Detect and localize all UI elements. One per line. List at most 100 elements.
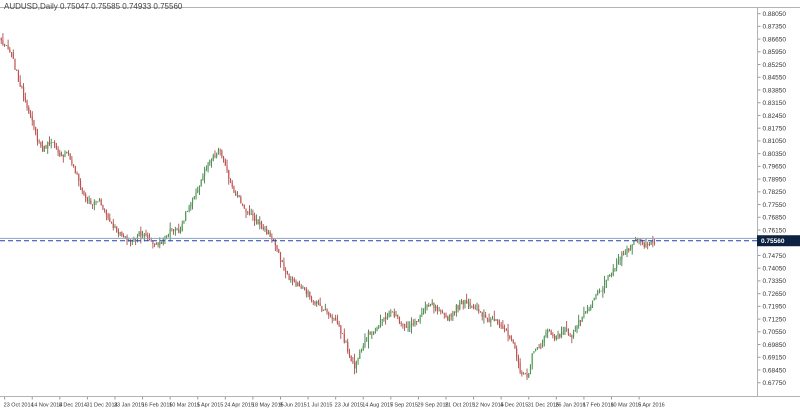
candle: [29, 113, 32, 116]
candle: [314, 301, 316, 305]
candle: [548, 330, 551, 332]
x-axis-label: 24 Apr 2015: [224, 403, 254, 409]
candle: [81, 187, 83, 191]
candle: [529, 364, 532, 374]
candle: [12, 52, 14, 59]
candle: [602, 288, 604, 292]
candle: [616, 261, 618, 269]
y-axis-label: 0.72650: [763, 291, 787, 298]
candle: [640, 239, 642, 241]
candle: [598, 290, 601, 292]
candle: [281, 260, 283, 263]
y-axis-label: 0.69150: [763, 355, 787, 362]
candle: [267, 231, 270, 235]
candle: [390, 311, 392, 313]
candle: [633, 240, 635, 245]
candle: [362, 346, 364, 350]
x-axis-label: 18 May 2015: [252, 403, 284, 409]
candle: [333, 317, 335, 319]
candle: [385, 317, 387, 319]
candle: [641, 240, 644, 243]
candle: [626, 248, 628, 254]
candle: [229, 178, 232, 183]
y-axis-label: 0.85950: [763, 49, 787, 56]
candle: [345, 342, 347, 343]
candle: [171, 228, 173, 230]
candle: [26, 100, 28, 108]
candle: [181, 223, 183, 231]
candle: [21, 86, 23, 88]
candle: [164, 236, 166, 238]
candle: [102, 205, 104, 210]
y-axis-label: 0.74750: [763, 253, 787, 260]
candle: [331, 316, 333, 319]
candle: [460, 301, 463, 303]
x-axis-label: 14 Aug 2015: [362, 403, 393, 409]
candle: [352, 361, 354, 363]
candle: [609, 275, 611, 277]
candle: [166, 235, 168, 237]
candle: [569, 334, 571, 336]
candle: [364, 340, 366, 347]
candle: [212, 155, 214, 160]
candle: [160, 241, 163, 244]
candle: [574, 330, 576, 331]
candle: [466, 300, 468, 304]
candle: [259, 222, 261, 225]
candle: [436, 306, 438, 311]
y-axis-label: 0.74050: [763, 265, 787, 272]
candle: [117, 231, 120, 235]
candle: [52, 142, 54, 144]
candle: [566, 328, 568, 330]
candle: [354, 362, 356, 369]
candle: [479, 311, 482, 313]
candle: [145, 233, 147, 236]
candle: [502, 326, 504, 329]
candle: [123, 235, 125, 238]
candle: [288, 273, 290, 280]
candle: [402, 323, 404, 325]
y-axis-label: 0.83850: [763, 87, 787, 94]
y-axis-label: 0.67750: [763, 380, 787, 387]
candle: [538, 347, 540, 348]
candle: [133, 238, 135, 242]
candle: [188, 206, 190, 212]
candle: [240, 197, 242, 204]
candle: [104, 209, 106, 211]
candle: [2, 40, 4, 45]
candle: [597, 291, 599, 295]
candle: [317, 301, 320, 304]
candle: [121, 231, 123, 236]
candle: [369, 332, 371, 335]
candle: [541, 342, 544, 348]
candle: [47, 142, 49, 149]
candle: [405, 326, 407, 328]
candle: [60, 154, 63, 157]
candle: [652, 241, 654, 243]
candle: [247, 211, 249, 213]
y-axis-label: 0.84550: [763, 75, 787, 82]
candle: [386, 316, 388, 319]
x-axis-label: 21 Oct 2015: [445, 403, 475, 409]
candle: [464, 300, 466, 305]
candle: [231, 182, 233, 187]
candle: [600, 290, 602, 292]
candle: [155, 242, 157, 245]
candle: [33, 120, 35, 128]
candle: [88, 200, 90, 202]
candle: [474, 308, 476, 310]
current-price-tag-label: 0.75560: [761, 238, 785, 245]
candle: [138, 231, 140, 237]
candle: [617, 260, 619, 262]
candle: [262, 226, 264, 230]
candle: [524, 373, 526, 375]
candle: [71, 159, 73, 165]
candle: [112, 223, 114, 228]
candle: [422, 309, 425, 313]
candle: [5, 45, 7, 46]
candle: [207, 163, 209, 169]
candle: [93, 201, 95, 205]
candle: [447, 316, 449, 321]
